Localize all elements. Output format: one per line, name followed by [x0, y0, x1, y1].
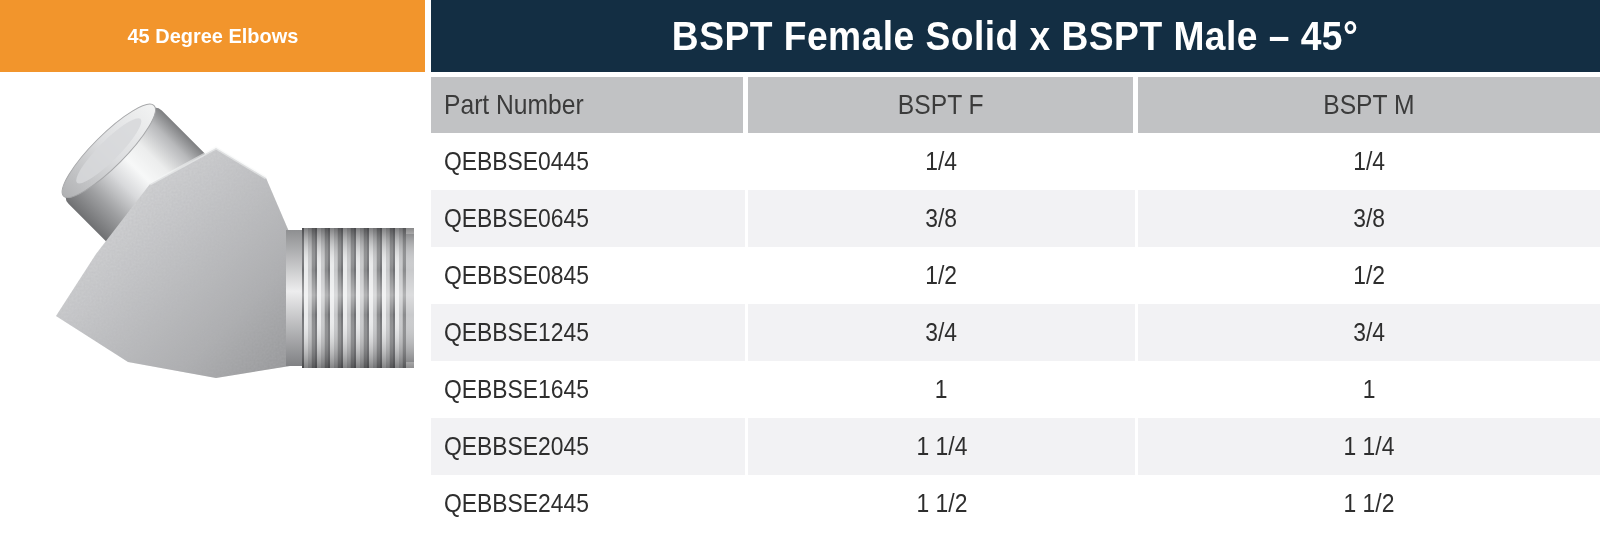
bspt-f-cell: 1 1/2	[748, 475, 1138, 532]
table-row: QEBBSE164511	[431, 361, 1600, 418]
bspt-m-cell: 1/4	[1138, 133, 1600, 190]
male-threaded-end	[302, 228, 414, 368]
bspt-f-cell: 3/4	[748, 304, 1138, 361]
bspt-m-cell: 1 1/4	[1138, 418, 1600, 475]
product-image-panel	[0, 72, 431, 538]
top-banner-bar: 45 Degree Elbows BSPT Female Solid x BSP…	[0, 0, 1600, 72]
table-row: QEBBSE06453/83/8	[431, 190, 1600, 247]
bspt-f-cell: 1 1/4	[748, 418, 1138, 475]
table-body: QEBBSE04451/41/4QEBBSE06453/83/8QEBBSE08…	[431, 133, 1600, 532]
bspt-f-cell: 1	[748, 361, 1138, 418]
part-number-cell: QEBBSE1645	[431, 361, 748, 418]
part-number-cell: QEBBSE0445	[431, 133, 748, 190]
column-header-bspt-m: BSPT M	[1138, 77, 1600, 133]
part-number-cell: QEBBSE2045	[431, 418, 748, 475]
bspt-m-cell: 1/2	[1138, 247, 1600, 304]
part-number-cell: QEBBSE1245	[431, 304, 748, 361]
category-banner: 45 Degree Elbows	[0, 0, 425, 72]
part-number-cell: QEBBSE0845	[431, 247, 748, 304]
bspt-m-cell: 3/8	[1138, 190, 1600, 247]
table-row: QEBBSE24451 1/21 1/2	[431, 475, 1600, 532]
column-header-bspt-f: BSPT F	[748, 77, 1138, 133]
table-row: QEBBSE12453/43/4	[431, 304, 1600, 361]
bspt-m-cell: 1 1/2	[1138, 475, 1600, 532]
bspt-f-cell: 1/2	[748, 247, 1138, 304]
bspt-m-cell: 1	[1138, 361, 1600, 418]
column-header-part-number: Part Number	[431, 77, 748, 133]
thread-collar	[286, 230, 304, 366]
catalog-page: 45 Degree Elbows BSPT Female Solid x BSP…	[0, 0, 1600, 538]
part-number-cell: QEBBSE2445	[431, 475, 748, 532]
product-title-banner: BSPT Female Solid x BSPT Male – 45°	[431, 0, 1600, 72]
bspt-f-cell: 3/8	[748, 190, 1138, 247]
bspt-m-cell: 3/4	[1138, 304, 1600, 361]
category-title: 45 Degree Elbows	[127, 24, 298, 48]
table-header-row: Part Number BSPT F BSPT M	[431, 77, 1600, 133]
table-row: QEBBSE04451/41/4	[431, 133, 1600, 190]
bspt-f-cell: 1/4	[748, 133, 1138, 190]
content-area: Part Number BSPT F BSPT M QEBBSE04451/41…	[0, 72, 1600, 538]
table-row: QEBBSE20451 1/41 1/4	[431, 418, 1600, 475]
part-number-cell: QEBBSE0645	[431, 190, 748, 247]
table-row: QEBBSE08451/21/2	[431, 247, 1600, 304]
elbow-fitting-image	[0, 72, 431, 538]
product-title: BSPT Female Solid x BSPT Male – 45°	[672, 14, 1359, 59]
parts-table: Part Number BSPT F BSPT M QEBBSE04451/41…	[431, 72, 1600, 538]
